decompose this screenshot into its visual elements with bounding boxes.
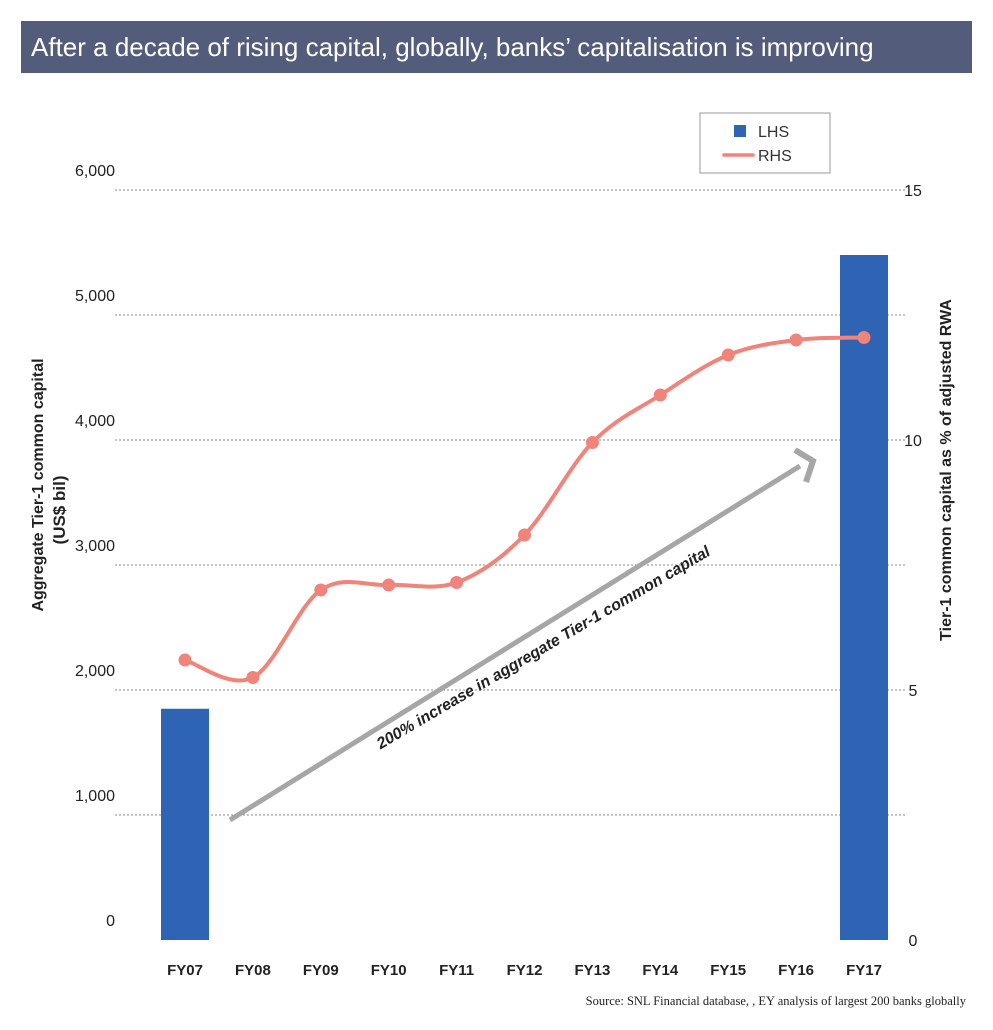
line-point — [518, 528, 531, 542]
x-tick-label: FY17 — [846, 962, 882, 979]
legend-label-rhs: RHS — [758, 148, 792, 165]
bar — [840, 255, 888, 940]
left-axis-title-line1: Aggregate Tier-1 common capital — [30, 358, 47, 611]
bar — [161, 708, 209, 940]
left-tick-label: 0 — [106, 913, 115, 930]
x-tick-label: FY11 — [439, 962, 474, 979]
left-tick-label: 3,000 — [75, 538, 115, 555]
x-tick-label: FY07 — [167, 962, 203, 979]
line-point — [585, 436, 599, 449]
line-point — [721, 348, 735, 362]
x-tick-label: FY13 — [574, 962, 610, 979]
line-point — [382, 578, 396, 592]
right-axis-title: Tier-1 common capital as % of adjusted R… — [938, 299, 955, 641]
increase-annotation: 200% increase in aggregate Tier-1 common… — [373, 543, 714, 753]
right-tick-label: 10 — [904, 433, 922, 450]
right-tick-label: 0 — [909, 933, 918, 950]
line-point — [789, 333, 803, 347]
left-axis-ticks: 0 1,000 2,000 3,000 4,000 5,000 6,000 — [75, 163, 115, 930]
x-tick-label: FY12 — [507, 962, 543, 979]
line-point — [857, 331, 871, 344]
line-point — [450, 576, 464, 589]
left-tick-label: 1,000 — [75, 788, 115, 805]
right-axis-ticks: 0 5 10 15 — [904, 183, 922, 950]
x-axis-ticks: FY07 FY08 FY09 FY10 FY11 FY12 FY13 FY14 FY15 FY16… — [167, 962, 882, 979]
left-tick-label: 6,000 — [75, 163, 115, 180]
increase-arrow — [228, 447, 817, 823]
line-point — [653, 388, 667, 402]
arrow-head — [793, 447, 817, 483]
line-series — [178, 331, 871, 684]
x-tick-label: FY10 — [371, 962, 407, 979]
line-point — [314, 583, 328, 597]
left-tick-label: 4,000 — [75, 413, 115, 430]
rhs-line — [184, 335, 865, 683]
chart-title: After a decade of rising capital, global… — [21, 21, 972, 73]
legend: LHS RHS — [699, 112, 831, 174]
x-tick-label: FY15 — [710, 962, 746, 979]
line-point — [246, 671, 260, 684]
gridlines — [115, 189, 905, 816]
x-tick-label: FY08 — [235, 962, 271, 979]
line-point — [178, 653, 192, 667]
right-tick-label: 15 — [904, 183, 922, 200]
source-note: Source: SNL Financial database, , EY ana… — [585, 994, 966, 1008]
bar-series — [161, 255, 888, 940]
legend-bar-swatch — [734, 125, 746, 137]
x-tick-label: FY14 — [642, 962, 679, 979]
left-axis-title-line2: (US$ bil) — [50, 476, 69, 545]
arrow-shaft — [228, 463, 802, 823]
legend-label-lhs: LHS — [758, 124, 789, 141]
x-tick-label: FY16 — [778, 962, 814, 979]
legend-box — [699, 112, 831, 174]
left-tick-label: 2,000 — [75, 663, 115, 680]
right-tick-label: 5 — [909, 683, 918, 700]
x-tick-label: FY09 — [303, 962, 339, 979]
left-tick-label: 5,000 — [75, 288, 115, 305]
